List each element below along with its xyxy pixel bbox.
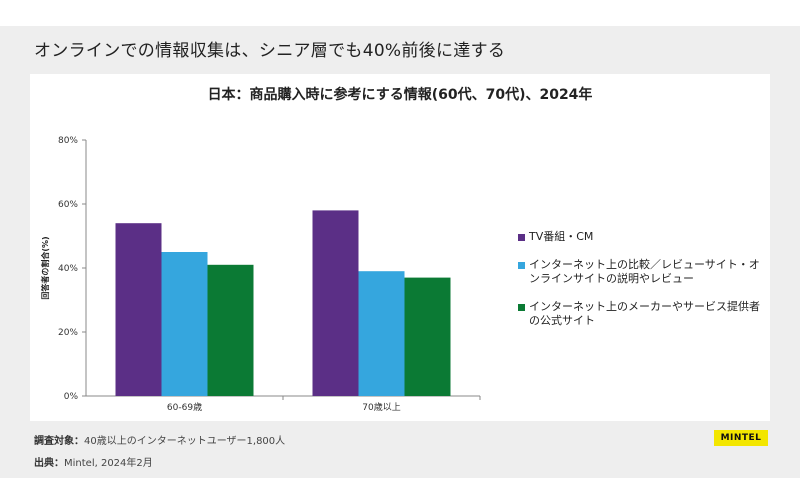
chart-panel: 日本：商品購入時に参考にする情報(60代、70代)、2024年 0% 20% 40%…	[30, 74, 770, 421]
y-tick-label: 20%	[58, 328, 78, 338]
mintel-logo: MINTEL	[714, 430, 768, 446]
legend-item: インターネット上のメーカーやサービス提供者の公式サイト	[518, 300, 768, 328]
legend-swatch	[518, 234, 525, 241]
bar-1	[312, 210, 359, 396]
page-headline: オンラインでの情報収集は、シニア層でも40%前後に達する	[34, 41, 506, 61]
x-tick-label: 70歳以上	[362, 401, 400, 413]
bar-1	[115, 223, 162, 396]
survey-label: 調査対象：	[34, 436, 84, 447]
source-note: 出典：Mintel, 2024年2月	[34, 454, 153, 469]
y-tick-label: 40%	[58, 264, 78, 274]
legend-item: TV番組・CM	[518, 230, 768, 244]
source-label: 出典：	[34, 458, 64, 469]
survey-note: 調査対象：40歳以上のインターネットユーザー1,800人	[34, 432, 285, 447]
survey-text: 40歳以上のインターネットユーザー1,800人	[84, 436, 286, 447]
legend-swatch	[518, 262, 525, 269]
bar-3	[207, 264, 254, 396]
y-axis-title: 回答者の割合(%)	[40, 236, 50, 299]
legend-label: インターネット上のメーカーやサービス提供者の公式サイト	[529, 300, 760, 327]
legend-label: TV番組・CM	[529, 230, 594, 243]
y-tick-label: 0%	[64, 392, 79, 402]
y-tick-label: 60%	[58, 200, 78, 210]
bar-2	[161, 252, 208, 396]
y-tick-label: 80%	[58, 136, 78, 146]
bar-3	[404, 277, 451, 396]
chart-legend: TV番組・CM インターネット上の比較／レビューサイト・オンラインサイトの説明やレ…	[518, 230, 768, 342]
bar-chart: 0% 20% 40% 60% 80% 回答者の割合(%) 60-69歳 70歳以上	[40, 136, 481, 413]
source-text: Mintel, 2024年2月	[64, 458, 153, 469]
bar-2	[358, 271, 405, 396]
x-tick-label: 60-69歳	[167, 401, 202, 413]
legend-item: インターネット上の比較／レビューサイト・オンラインサイトの説明やレビュー	[518, 258, 768, 286]
legend-label: インターネット上の比較／レビューサイト・オンラインサイトの説明やレビュー	[529, 258, 760, 285]
legend-swatch	[518, 304, 525, 311]
chart-title: 日本：商品購入時に参考にする情報(60代、70代)、2024年	[207, 87, 593, 103]
